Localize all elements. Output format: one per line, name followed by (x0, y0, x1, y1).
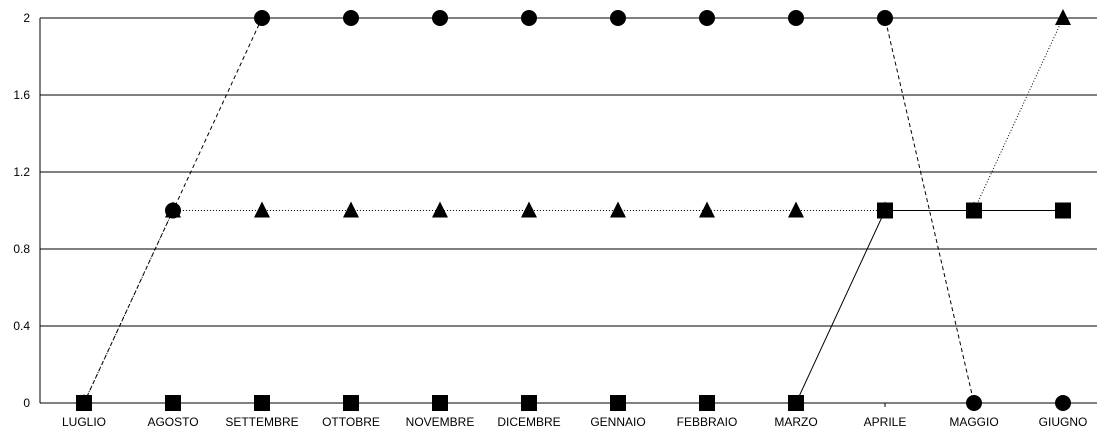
y-tick-label: 0.8 (13, 242, 30, 256)
square-marker (610, 395, 626, 411)
square-marker (343, 395, 359, 411)
square-marker (1055, 202, 1071, 219)
x-tick-label: DICEMBRE (497, 415, 560, 429)
series-lines (83, 17, 1064, 404)
square-marker (966, 202, 982, 219)
x-tick-label: GENNAIO (590, 415, 645, 429)
triangle-marker (610, 201, 626, 218)
square-marker (432, 395, 448, 411)
y-tick-label: 1.6 (13, 88, 30, 102)
circle-marker (699, 10, 715, 26)
square-marker (165, 395, 181, 411)
triangle-marker (254, 201, 270, 218)
square-marker (521, 395, 537, 411)
square-marker (254, 395, 270, 411)
triangle-marker (165, 201, 181, 218)
series-line-triangle (83, 17, 1064, 404)
y-tick-label: 0.4 (13, 319, 30, 333)
x-tick-label: MARZO (774, 415, 817, 429)
triangle-marker (432, 201, 448, 218)
circle-marker (521, 10, 537, 26)
y-axis-tick-labels: 0 0.4 0.8 1.2 1.6 2 (13, 11, 30, 410)
circle-marker (254, 10, 270, 26)
circle-marker (966, 395, 982, 411)
circle-marker (1055, 395, 1071, 411)
triangle-marker (699, 201, 715, 218)
circle-marker (877, 10, 893, 26)
x-tick-label: LUGLIO (62, 415, 106, 429)
series-markers (76, 9, 1071, 411)
x-tick-label: MAGGIO (949, 415, 998, 429)
square-marker (699, 395, 715, 411)
circle-marker (343, 10, 359, 26)
square-marker (76, 395, 92, 411)
y-tick-label: 2 (23, 11, 30, 25)
square-marker (877, 202, 893, 219)
x-tick-label: GIUGNO (1039, 415, 1088, 429)
x-tick-label: SETTEMBRE (225, 415, 298, 429)
x-tick-label: FEBBRAIO (677, 415, 738, 429)
y-tick-label: 0 (23, 396, 30, 410)
x-tick-label: OTTOBRE (322, 415, 380, 429)
triangle-marker (343, 201, 359, 218)
square-marker (788, 395, 804, 411)
gridlines (39, 17, 1097, 407)
series-line-circle (83, 17, 1063, 404)
x-tick-label: NOVEMBRE (406, 415, 475, 429)
triangle-marker (788, 201, 804, 218)
circle-marker (432, 10, 448, 26)
triangle-marker (521, 201, 537, 218)
x-axis-tick-labels: LUGLIO AGOSTO SETTEMBRE OTTOBRE NOVEMBRE DICE… (62, 415, 1087, 429)
series-line-square (84, 210, 1063, 404)
circle-marker (610, 10, 626, 26)
x-tick-label: APRILE (864, 415, 907, 429)
y-tick-label: 1.2 (13, 165, 30, 179)
circle-marker (788, 10, 804, 26)
triangle-marker (1055, 9, 1071, 25)
x-tick-label: AGOSTO (147, 415, 198, 429)
